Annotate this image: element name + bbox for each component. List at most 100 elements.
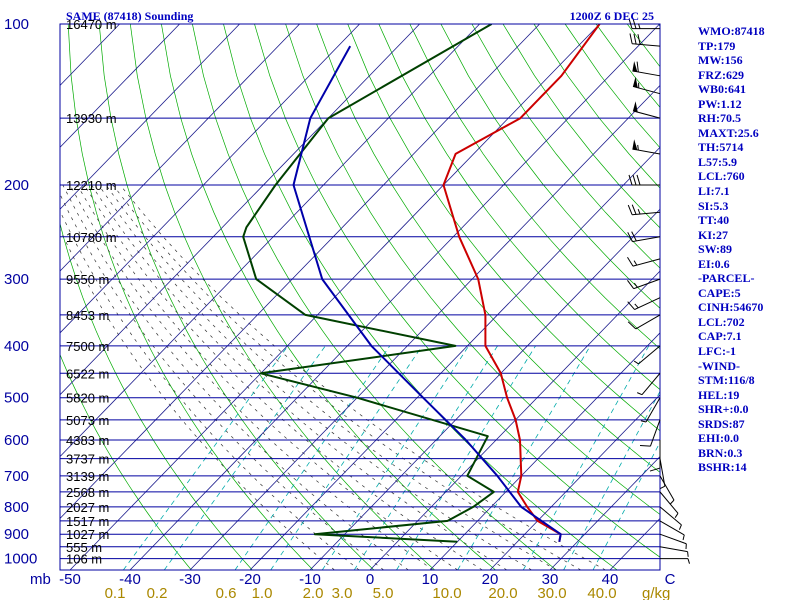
mixing-ratio-line xyxy=(522,345,650,570)
dry-adiabat xyxy=(223,24,618,570)
mixing-ratio-tick-label: 0.2 xyxy=(147,585,168,600)
moist-adiabat xyxy=(84,184,483,570)
wind-barb xyxy=(627,231,661,243)
wind-barb xyxy=(628,18,660,30)
index-item: WMO:87418 xyxy=(698,24,765,38)
isotherm xyxy=(60,24,540,520)
index-item: STM:116/8 xyxy=(698,373,755,388)
height-label: 4383 m xyxy=(66,433,109,448)
profile-line-1 xyxy=(242,24,495,543)
mixing-ratio-line xyxy=(396,345,536,570)
isotherm xyxy=(60,24,300,272)
index-item: -PARCEL- xyxy=(698,271,755,286)
moist-adiabat xyxy=(60,193,384,570)
height-label: 8453 m xyxy=(66,308,109,323)
index-item: CINH:54670 xyxy=(698,300,764,315)
index-item: WB0:641 xyxy=(698,82,746,97)
dry-adiabat xyxy=(285,24,660,515)
temperature-tick-label: 10 xyxy=(422,571,439,588)
dry-adiabat xyxy=(347,24,660,432)
isotherm xyxy=(60,24,480,458)
wind-barb xyxy=(649,440,661,472)
index-item: RH:70.5 xyxy=(698,111,741,126)
pressure-tick-label: 1000 xyxy=(4,551,37,568)
wind-barb xyxy=(632,61,661,77)
moist-adiabat xyxy=(69,184,434,570)
wind-barb xyxy=(632,101,661,119)
wind-barb xyxy=(659,506,682,530)
height-label: 13930 m xyxy=(66,111,117,126)
mixing-ratio-line xyxy=(163,345,326,570)
pressure-tick-label: 900 xyxy=(4,526,29,543)
plot-frame xyxy=(59,23,661,571)
dry-adiabat xyxy=(316,24,660,473)
dry-adiabat xyxy=(161,24,496,570)
pressure-tick-label: 200 xyxy=(4,177,29,194)
mixing-ratio-tick-label: 3.0 xyxy=(332,585,353,600)
index-item: SRDS:87 xyxy=(698,416,745,431)
isotherm xyxy=(60,24,180,148)
wind-barb xyxy=(629,33,661,47)
index-item: SHR+:0.0 xyxy=(698,402,749,417)
isotherm xyxy=(129,24,660,570)
profile-line-2 xyxy=(292,45,562,542)
index-item: MAXT:25.6 xyxy=(698,125,759,140)
dry-adiabat xyxy=(60,222,253,570)
pressure-tick-label: 800 xyxy=(4,499,29,516)
index-item: -WIND- xyxy=(698,358,740,373)
mixing-ratio-line xyxy=(270,345,423,570)
isotherm xyxy=(549,456,660,570)
wind-barb xyxy=(632,139,661,155)
isotherm xyxy=(369,270,660,570)
dry-adiabat xyxy=(192,24,557,570)
index-item: HEL:19 xyxy=(698,387,740,402)
height-label: 1517 m xyxy=(66,514,109,529)
wind-barb xyxy=(659,520,685,541)
mixing-ratio-line xyxy=(457,345,591,570)
height-label: 3737 m xyxy=(66,452,109,467)
pressure-tick-label: 400 xyxy=(4,338,29,355)
pressure-tick-label: 600 xyxy=(4,432,29,449)
temperature-tick-label: C xyxy=(665,571,676,588)
index-item: EHI:0.0 xyxy=(698,431,740,446)
index-item: SI:5.3 xyxy=(698,198,729,213)
mixing-ratio-tick-label: 30.0 xyxy=(537,585,566,600)
height-label: 3139 m xyxy=(66,469,109,484)
index-item: CAP:7.1 xyxy=(698,329,742,344)
index-item: EI:0.6 xyxy=(698,256,730,271)
wind-barb xyxy=(659,491,679,518)
temperature-tick-label: -50 xyxy=(59,571,81,588)
moist-adiabat xyxy=(112,184,582,570)
wind-barb xyxy=(628,174,660,186)
wind-barb xyxy=(639,419,661,447)
height-label: 106 m xyxy=(66,552,102,567)
dry-adiabat xyxy=(409,24,660,350)
index-item: TH:5714 xyxy=(698,140,744,155)
wind-barb xyxy=(659,458,666,490)
index-item: CAPE:5 xyxy=(698,285,741,300)
isotherm xyxy=(60,24,420,396)
temperature-tick-label: -10 xyxy=(299,571,321,588)
dry-adiabat xyxy=(783,24,800,570)
isotherm xyxy=(429,332,660,570)
dry-adiabat xyxy=(67,24,314,570)
moist-adiabat xyxy=(105,184,557,570)
wind-barb xyxy=(637,372,661,396)
wind-barb xyxy=(627,297,661,310)
isotherm xyxy=(189,84,660,570)
index-item: FRZ:629 xyxy=(698,67,744,82)
chart-title: SAME (87418) Sounding xyxy=(66,9,193,23)
height-label: 1027 m xyxy=(66,527,109,542)
mixing-ratio-tick-label: 1.0 xyxy=(252,585,273,600)
pressure-tick-label: 100 xyxy=(4,16,29,33)
index-item: LI:7.1 xyxy=(698,184,730,199)
mixing-ratio-tick-label: 5.0 xyxy=(373,585,394,600)
mixing-ratio-tick-label: 0.6 xyxy=(216,585,237,600)
height-label: 16470 m xyxy=(66,17,117,32)
index-item: LFC:-1 xyxy=(698,344,736,359)
wind-barb xyxy=(659,475,675,505)
isotherm xyxy=(60,24,240,210)
index-item: TP:179 xyxy=(698,38,736,53)
height-label: 10780 m xyxy=(66,230,117,245)
index-item: L57:5.9 xyxy=(698,154,737,169)
